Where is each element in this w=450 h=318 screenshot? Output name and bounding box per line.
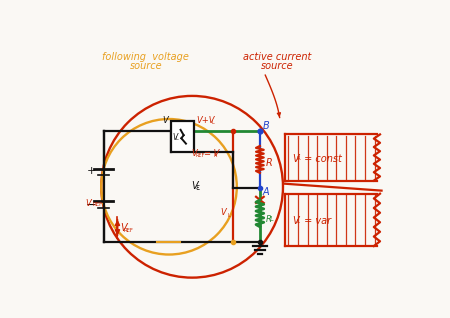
Text: V: V bbox=[120, 223, 126, 233]
Text: L: L bbox=[270, 216, 274, 222]
Text: source: source bbox=[130, 61, 162, 71]
Text: L: L bbox=[176, 136, 179, 141]
Text: R: R bbox=[297, 156, 301, 161]
Text: following  voltage: following voltage bbox=[103, 52, 189, 62]
Text: V: V bbox=[221, 208, 226, 217]
Text: A: A bbox=[263, 187, 270, 197]
Text: L: L bbox=[212, 120, 214, 125]
Text: B: B bbox=[263, 121, 270, 131]
Text: R: R bbox=[266, 215, 272, 224]
Text: V: V bbox=[292, 217, 299, 226]
Text: V: V bbox=[86, 199, 91, 208]
Text: active current: active current bbox=[243, 52, 311, 62]
Text: ε: ε bbox=[196, 183, 200, 192]
Text: REF: REF bbox=[93, 202, 103, 207]
Text: V+V: V+V bbox=[197, 116, 215, 125]
Text: −: − bbox=[86, 199, 96, 212]
Text: R: R bbox=[214, 153, 217, 158]
Text: REF: REF bbox=[124, 228, 134, 233]
Text: L: L bbox=[228, 212, 230, 218]
Text: = V: = V bbox=[204, 149, 219, 158]
Text: V: V bbox=[162, 116, 168, 125]
Text: L: L bbox=[297, 219, 300, 224]
Text: = var: = var bbox=[301, 217, 331, 226]
Text: = const: = const bbox=[301, 154, 342, 164]
Text: V: V bbox=[173, 133, 178, 142]
Text: V: V bbox=[191, 182, 198, 191]
Bar bbox=[171, 121, 194, 152]
Text: V: V bbox=[191, 149, 197, 158]
Text: V: V bbox=[292, 154, 299, 164]
Text: +: + bbox=[86, 166, 96, 176]
Text: source: source bbox=[261, 61, 293, 71]
Text: REF: REF bbox=[196, 153, 205, 158]
Text: R: R bbox=[266, 158, 273, 168]
